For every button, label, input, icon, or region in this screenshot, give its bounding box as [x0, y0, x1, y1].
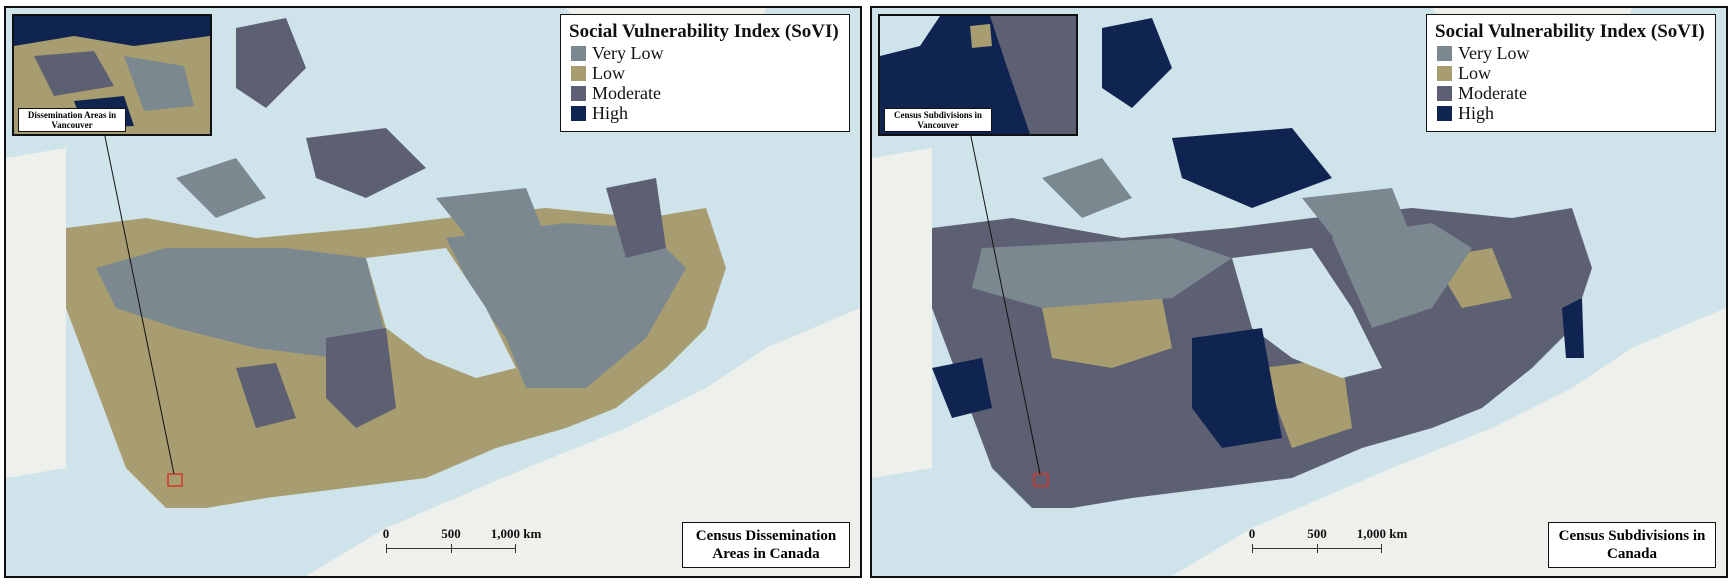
legend-item-moderate: Moderate	[571, 83, 841, 103]
usa-land	[1172, 308, 1726, 576]
legend-label-moderate: Moderate	[592, 83, 661, 103]
region-very-low-north	[972, 238, 1232, 308]
scale-label-0: 0	[382, 526, 390, 541]
scale-label-1000: 1,000 km	[1356, 526, 1408, 541]
legend-title: Social Vulnerability Index (SoVI)	[1435, 21, 1705, 42]
map-panel-dissemination-areas[interactable]: Dissemination Areas in Vancouver Social …	[4, 6, 862, 578]
legend-item-very-low: Very Low	[571, 43, 841, 63]
legend-label-low: Low	[592, 63, 625, 83]
region-high-maritimes	[1562, 298, 1584, 358]
arctic-island-1	[1042, 158, 1132, 218]
scale-label-500: 500	[441, 526, 461, 541]
map-panel-census-subdivisions[interactable]: Census Subdivisions in Vancouver Social …	[870, 6, 1728, 578]
scale-tick	[451, 544, 452, 553]
region-low-prairie	[1042, 298, 1172, 368]
scale-label-1000: 1,000 km	[490, 526, 542, 541]
legend-title: Social Vulnerability Index (SoVI)	[569, 21, 839, 42]
inset-map	[880, 16, 1076, 134]
arctic-island-moderate	[306, 128, 426, 198]
scale-tick	[515, 544, 516, 553]
legend-item-low: Low	[571, 63, 841, 83]
legend-label-moderate: Moderate	[1458, 83, 1527, 103]
region-low-ontario	[1262, 358, 1352, 448]
scale-tick	[1317, 544, 1318, 553]
swatch-low	[1437, 65, 1452, 81]
region-moderate-labrador	[606, 178, 666, 258]
region-high-central	[1192, 328, 1282, 448]
legend: Social Vulnerability Index (SoVI) Very L…	[560, 14, 850, 132]
legend: Social Vulnerability Index (SoVI) Very L…	[1426, 14, 1716, 132]
swatch-high	[1437, 105, 1452, 121]
scale-tick	[1252, 544, 1253, 553]
region-moderate-central	[326, 328, 396, 428]
scale-tick	[386, 544, 387, 553]
region-moderate-prairie	[236, 363, 296, 428]
region-very-low-west	[96, 248, 386, 358]
hudson-bay	[366, 248, 516, 378]
region-high-bc	[932, 358, 992, 418]
map-caption: Census Subdivisions in Canada	[1548, 522, 1716, 568]
scale-bar: 0 500 1,000 km	[382, 526, 541, 562]
scale-bar: 0 500 1,000 km	[1248, 526, 1407, 562]
legend-item-very-low: Very Low	[1437, 43, 1707, 63]
swatch-high	[571, 105, 586, 121]
alaska-land	[872, 148, 932, 478]
inset-vancouver-dissemination[interactable]: Dissemination Areas in Vancouver	[12, 14, 212, 136]
ellesmere-island	[236, 18, 306, 108]
inset-leader-line	[967, 121, 1041, 475]
legend-item-high: High	[571, 103, 841, 123]
inset-leader-line	[101, 121, 175, 475]
legend-item-low: Low	[1437, 63, 1707, 83]
legend-label-very-low: Very Low	[1458, 43, 1530, 63]
legend-label-high: High	[1458, 103, 1494, 123]
legend-label-low: Low	[1458, 63, 1491, 83]
region-very-low-east	[1332, 223, 1472, 328]
swatch-moderate	[1437, 85, 1452, 101]
arctic-island-high	[1172, 128, 1332, 208]
map-caption: Census Dissemination Areas in Canada	[682, 522, 850, 568]
swatch-low	[571, 65, 586, 81]
inset-caption: Census Subdivisions in Vancouver	[884, 108, 992, 132]
ellesmere-island	[1102, 18, 1172, 108]
baffin-island	[1302, 188, 1412, 248]
swatch-very-low	[571, 45, 586, 61]
region-very-low-east	[446, 223, 686, 388]
swatch-very-low	[1437, 45, 1452, 61]
hudson-bay	[1232, 248, 1382, 378]
vancouver-marker	[1033, 473, 1049, 487]
legend-item-moderate: Moderate	[1437, 83, 1707, 103]
alaska-land	[6, 148, 66, 478]
legend-label-high: High	[592, 103, 628, 123]
legend-item-high: High	[1437, 103, 1707, 123]
arctic-island-1	[176, 158, 266, 218]
inset-caption: Dissemination Areas in Vancouver	[18, 108, 126, 132]
swatch-moderate	[571, 85, 586, 101]
baffin-island	[436, 188, 546, 248]
scale-label-0: 0	[1248, 526, 1256, 541]
scale-tick	[1381, 544, 1382, 553]
scale-label-500: 500	[1307, 526, 1327, 541]
legend-label-very-low: Very Low	[592, 43, 664, 63]
vancouver-marker	[167, 473, 183, 487]
usa-land	[306, 308, 860, 576]
inset-vancouver-subdivisions[interactable]: Census Subdivisions in Vancouver	[878, 14, 1078, 136]
